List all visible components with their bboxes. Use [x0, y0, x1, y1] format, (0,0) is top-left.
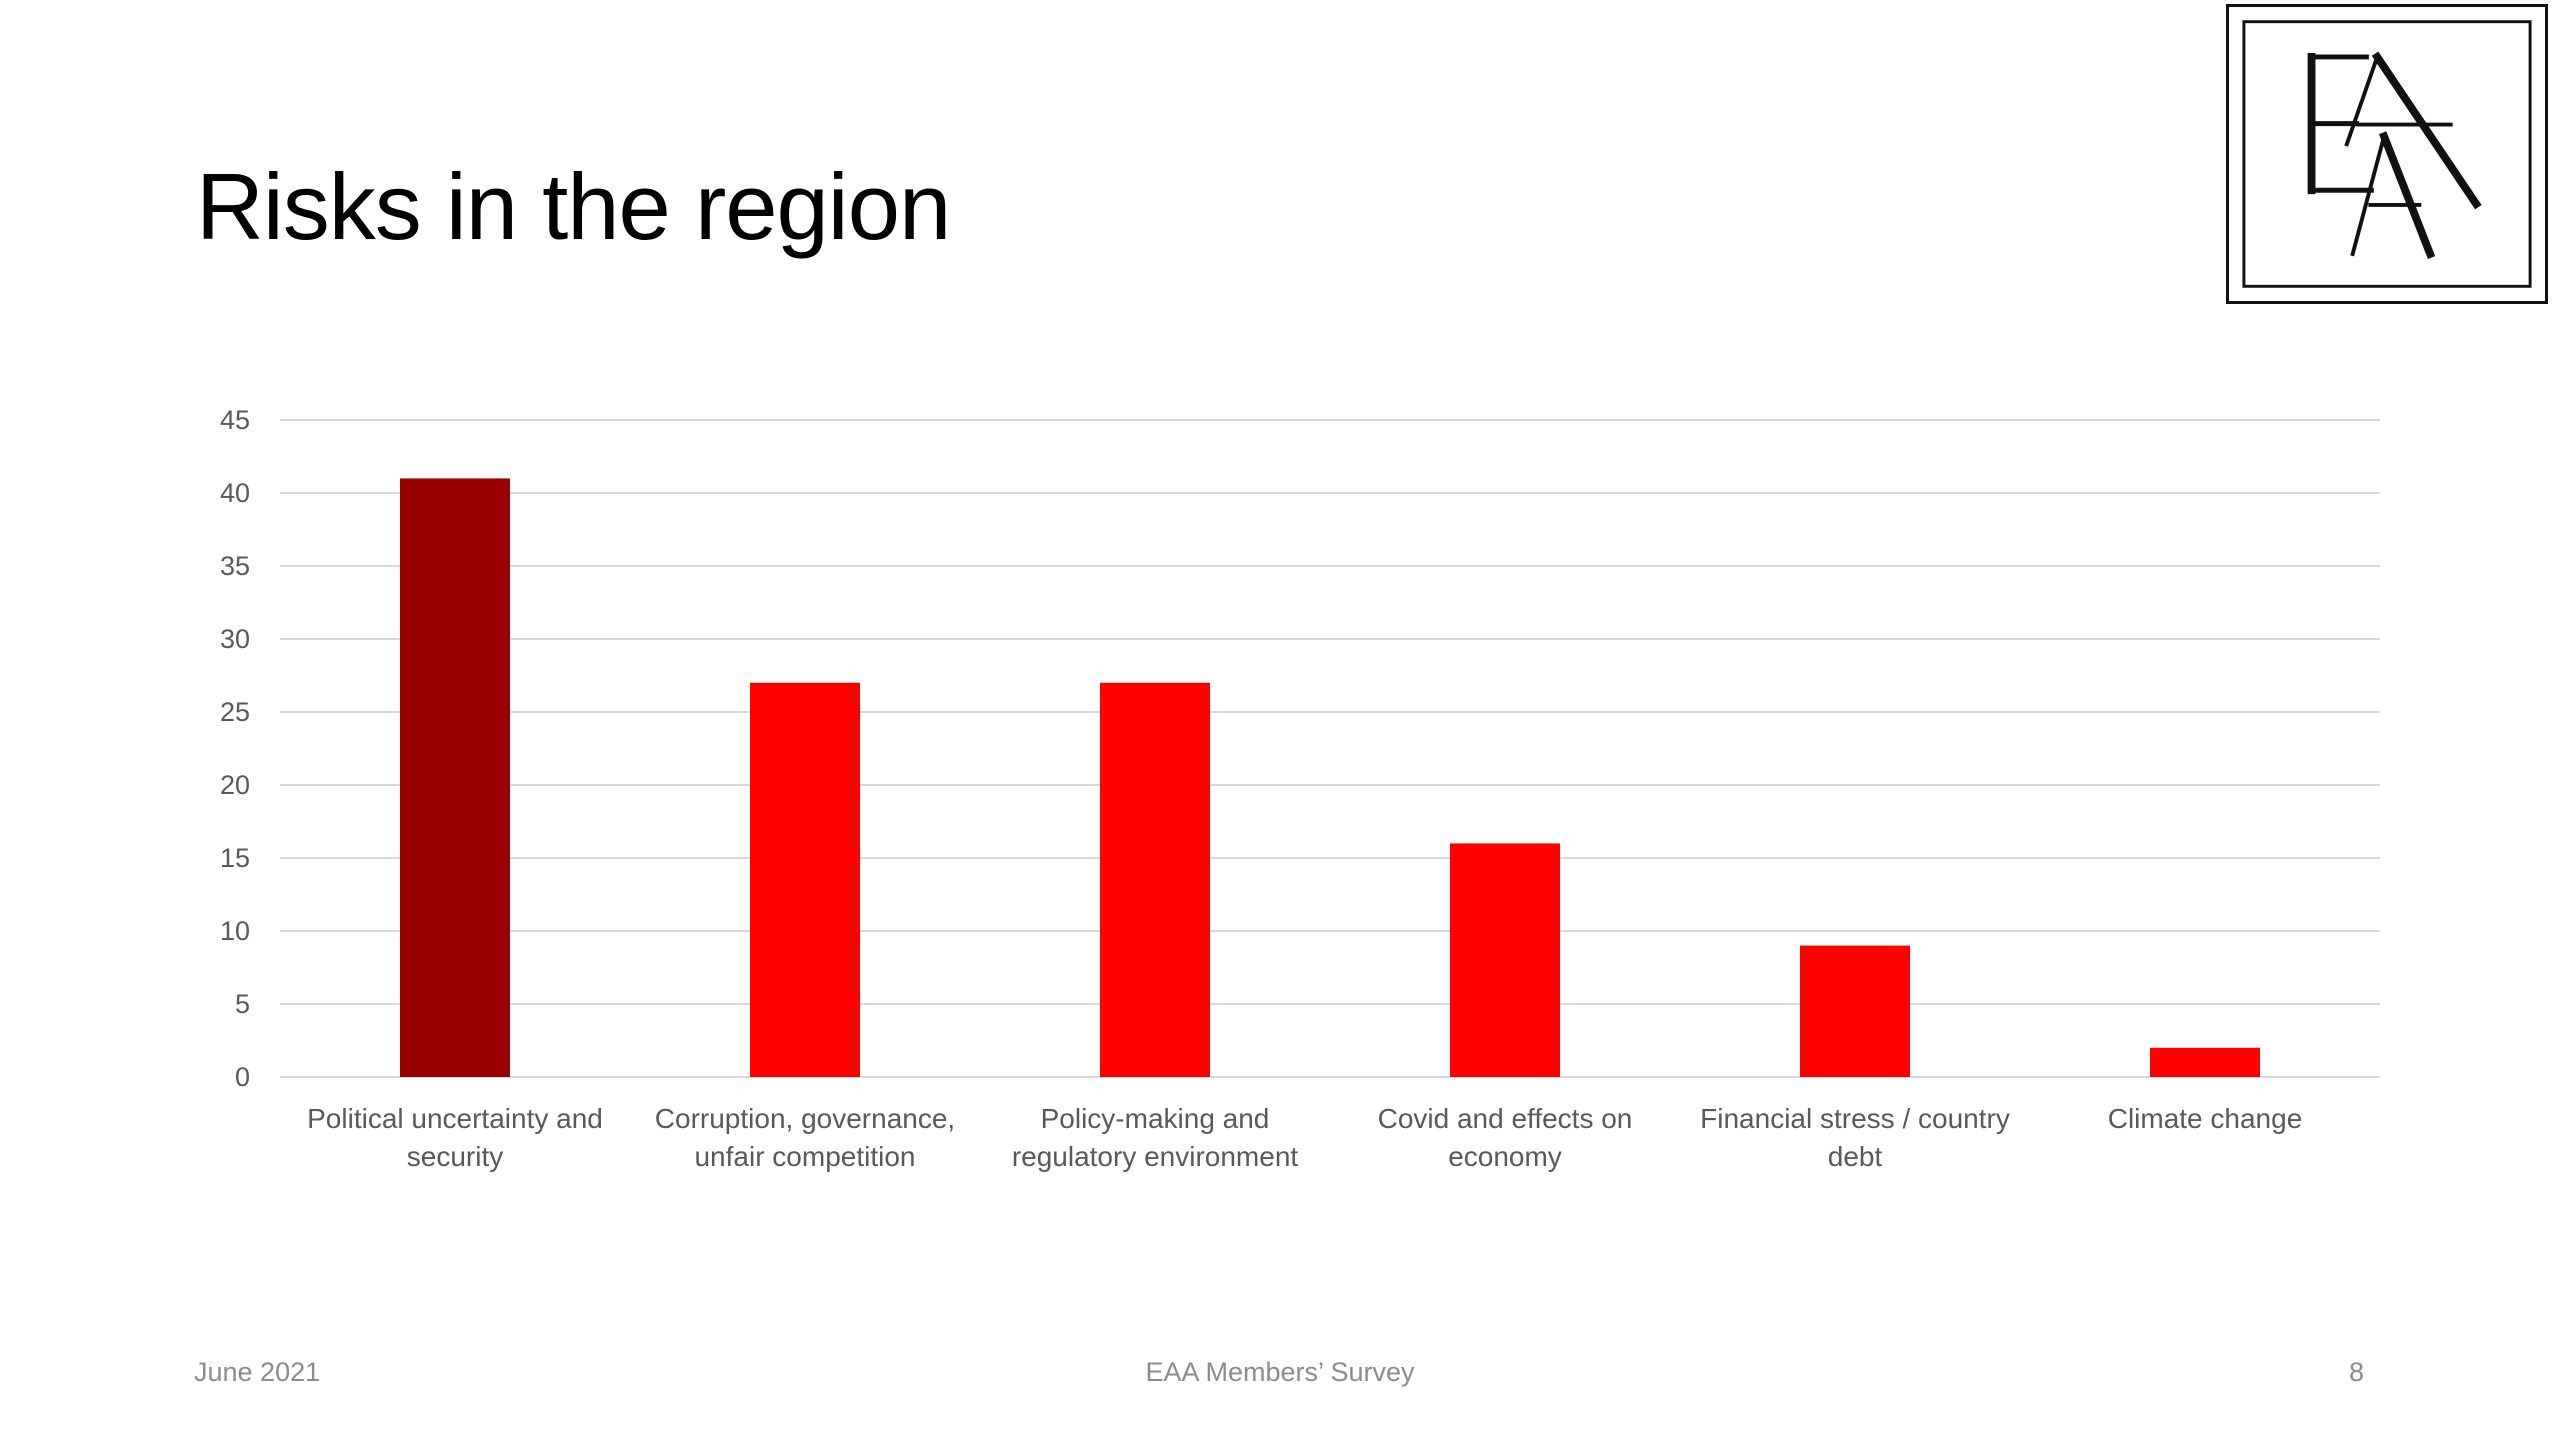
- eaa-logo-svg: [2242, 20, 2532, 288]
- footer-page-number: 8: [2348, 1357, 2364, 1387]
- y-axis-ticks: 0 5 10 15 20 25 30 35 40 45: [220, 405, 250, 1092]
- y-tick-label: 20: [220, 770, 250, 800]
- y-tick-label: 30: [220, 624, 250, 654]
- y-tick-label: 15: [220, 843, 250, 873]
- x-tick-label-line: Covid and effects on: [1378, 1103, 1633, 1134]
- y-tick-label: 10: [220, 916, 250, 946]
- y-tick-label: 0: [235, 1062, 250, 1092]
- y-tick-label: 5: [235, 989, 250, 1019]
- bar: [1800, 945, 1910, 1077]
- footer-date: June 2021: [194, 1357, 321, 1387]
- slide-title: Risks in the region: [196, 154, 951, 259]
- y-tick-label: 40: [220, 478, 250, 508]
- x-tick-label-line: regulatory environment: [1012, 1141, 1299, 1172]
- x-tick-label-line: unfair competition: [694, 1141, 915, 1172]
- x-tick-label-line: security: [407, 1141, 503, 1172]
- x-tick-label-line: Policy-making and: [1041, 1103, 1270, 1134]
- x-tick-label-line: Corruption, governance,: [655, 1103, 955, 1134]
- x-tick-label-line: Political uncertainty and: [307, 1103, 603, 1134]
- x-tick-label-line: Climate change: [2108, 1103, 2303, 1134]
- x-tick-label: Financial stress / country debt: [1700, 1103, 2010, 1172]
- x-tick-label: Climate change: [2108, 1103, 2303, 1134]
- x-tick-label-line: Financial stress / country: [1700, 1103, 2010, 1134]
- footer-survey-name: EAA Members’ Survey: [1145, 1357, 1415, 1387]
- x-tick-label: Corruption, governance, unfair competitio…: [655, 1103, 955, 1172]
- y-tick-label: 25: [220, 697, 250, 727]
- x-tick-label-line: economy: [1448, 1141, 1562, 1172]
- grid-layer: [280, 419, 2380, 1078]
- bars-layer: [400, 478, 2260, 1077]
- bar: [2150, 1047, 2260, 1077]
- x-tick-label: Policy-making and regulatory environment: [1012, 1103, 1299, 1172]
- x-tick-label: Political uncertainty and security: [307, 1103, 603, 1172]
- bar: [400, 478, 510, 1077]
- x-tick-label: Covid and effects on economy: [1378, 1103, 1633, 1172]
- eaa-logo: [2226, 4, 2548, 304]
- x-axis-labels: Political uncertainty and security Corrupt…: [307, 1103, 2302, 1172]
- y-tick-label: 35: [220, 551, 250, 581]
- bar: [750, 682, 860, 1077]
- x-tick-label-line: debt: [1828, 1141, 1883, 1172]
- bar: [1450, 843, 1560, 1077]
- bar: [1100, 682, 1210, 1077]
- y-tick-label: 45: [220, 405, 250, 435]
